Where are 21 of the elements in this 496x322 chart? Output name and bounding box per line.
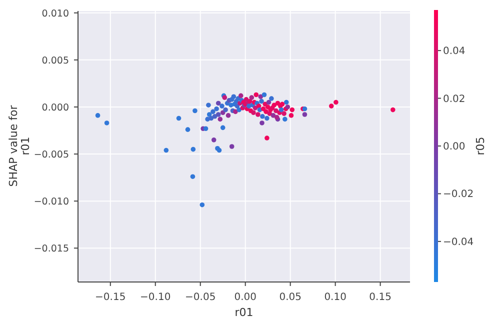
color-bar-label: −0.02	[443, 189, 474, 200]
x-tick-label: −0.15	[95, 292, 126, 303]
y-tick-label: −0.005	[34, 150, 69, 161]
color-bar-label: 0.04	[443, 46, 466, 58]
color-bar-label: 0.00	[443, 142, 466, 152]
y-tick-label: 0.005	[42, 55, 69, 66]
x-axis-title: r01	[234, 306, 254, 319]
y-tick-label: 0.000	[42, 102, 69, 114]
y-tick-label: 0.010	[42, 8, 69, 20]
y-axis-title: SHAP value for r01	[7, 104, 32, 187]
y-tick-label: −0.015	[34, 244, 69, 255]
x-tick-label: −0.10	[140, 292, 171, 303]
x-tick-label: −0.05	[185, 292, 216, 303]
color-bar-title: r05	[474, 136, 487, 156]
x-tick-label: 0.00	[234, 292, 256, 303]
color-bar-label: 0.02	[443, 94, 466, 105]
x-tick-label: 0.10	[324, 292, 346, 303]
y-tick-label: −0.010	[34, 196, 69, 208]
x-tick-label: 0.15	[369, 292, 392, 303]
color-bar-label: −0.04	[443, 236, 474, 248]
x-tick-label: 0.05	[279, 292, 302, 303]
